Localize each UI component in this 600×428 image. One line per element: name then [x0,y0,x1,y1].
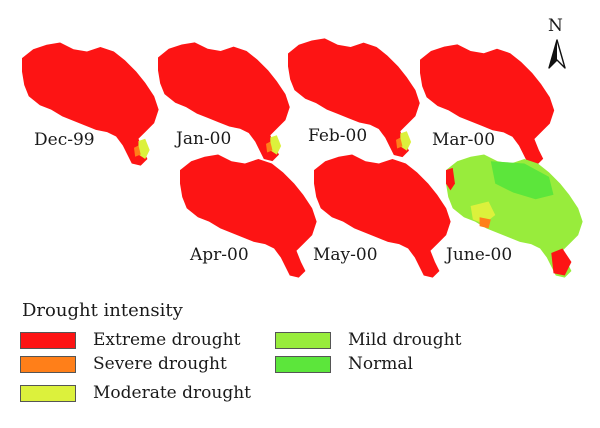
legend-swatch-severe [20,355,76,373]
normal-zone [490,161,554,200]
severe-zone [134,145,141,157]
map-label-feb-00: Feb-00 [308,126,368,146]
severe-zone [479,217,491,229]
north-arrow: N [544,16,570,72]
legend-item-mild-drought: Mild drought [275,329,461,351]
legend-item-moderate-drought: Moderate drought [20,382,251,404]
legend-swatch-moderate [20,384,76,402]
map-label-dec-99: Dec-99 [34,130,95,150]
map-label-apr-00: Apr-00 [190,245,249,265]
map-label-may-00: May-00 [313,245,378,265]
legend-item-normal: Normal [275,353,413,375]
moderate-zone [470,201,496,224]
moderate-zone [400,131,412,151]
map-label-mar-00: Mar-00 [432,130,496,150]
legend-label-mild: Mild drought [348,330,462,350]
legend-label-extreme: Extreme drought [93,330,241,350]
north-arrow-icon [548,39,566,69]
moderate-zone [138,138,150,159]
legend-swatch-mild [275,331,331,349]
legend-swatch-extreme [20,331,76,349]
map-feb-00 [288,38,420,158]
map-label-june-00: June-00 [446,245,513,265]
extreme-zone-west [446,167,455,191]
drought-maps [22,38,583,278]
map-label-jan-00: Jan-00 [176,129,232,149]
legend-item-severe-drought: Severe drought [20,353,227,375]
severe-zone [266,141,273,153]
legend-label-normal: Normal [348,354,413,374]
legend-label-severe: Severe drought [93,354,227,374]
map-dec-99 [22,42,159,166]
map-june-00 [446,154,583,278]
extreme-zone-southeast [551,248,572,276]
severe-zone [396,137,403,149]
legend-label-moderate: Moderate drought [93,383,251,403]
legend-title: Drought intensity [22,300,183,321]
legend-swatch-normal [275,355,331,373]
map-jan-00 [158,42,290,162]
legend-item-extreme-drought: Extreme drought [20,329,240,351]
north-label: N [548,16,563,36]
moderate-zone [270,135,282,155]
